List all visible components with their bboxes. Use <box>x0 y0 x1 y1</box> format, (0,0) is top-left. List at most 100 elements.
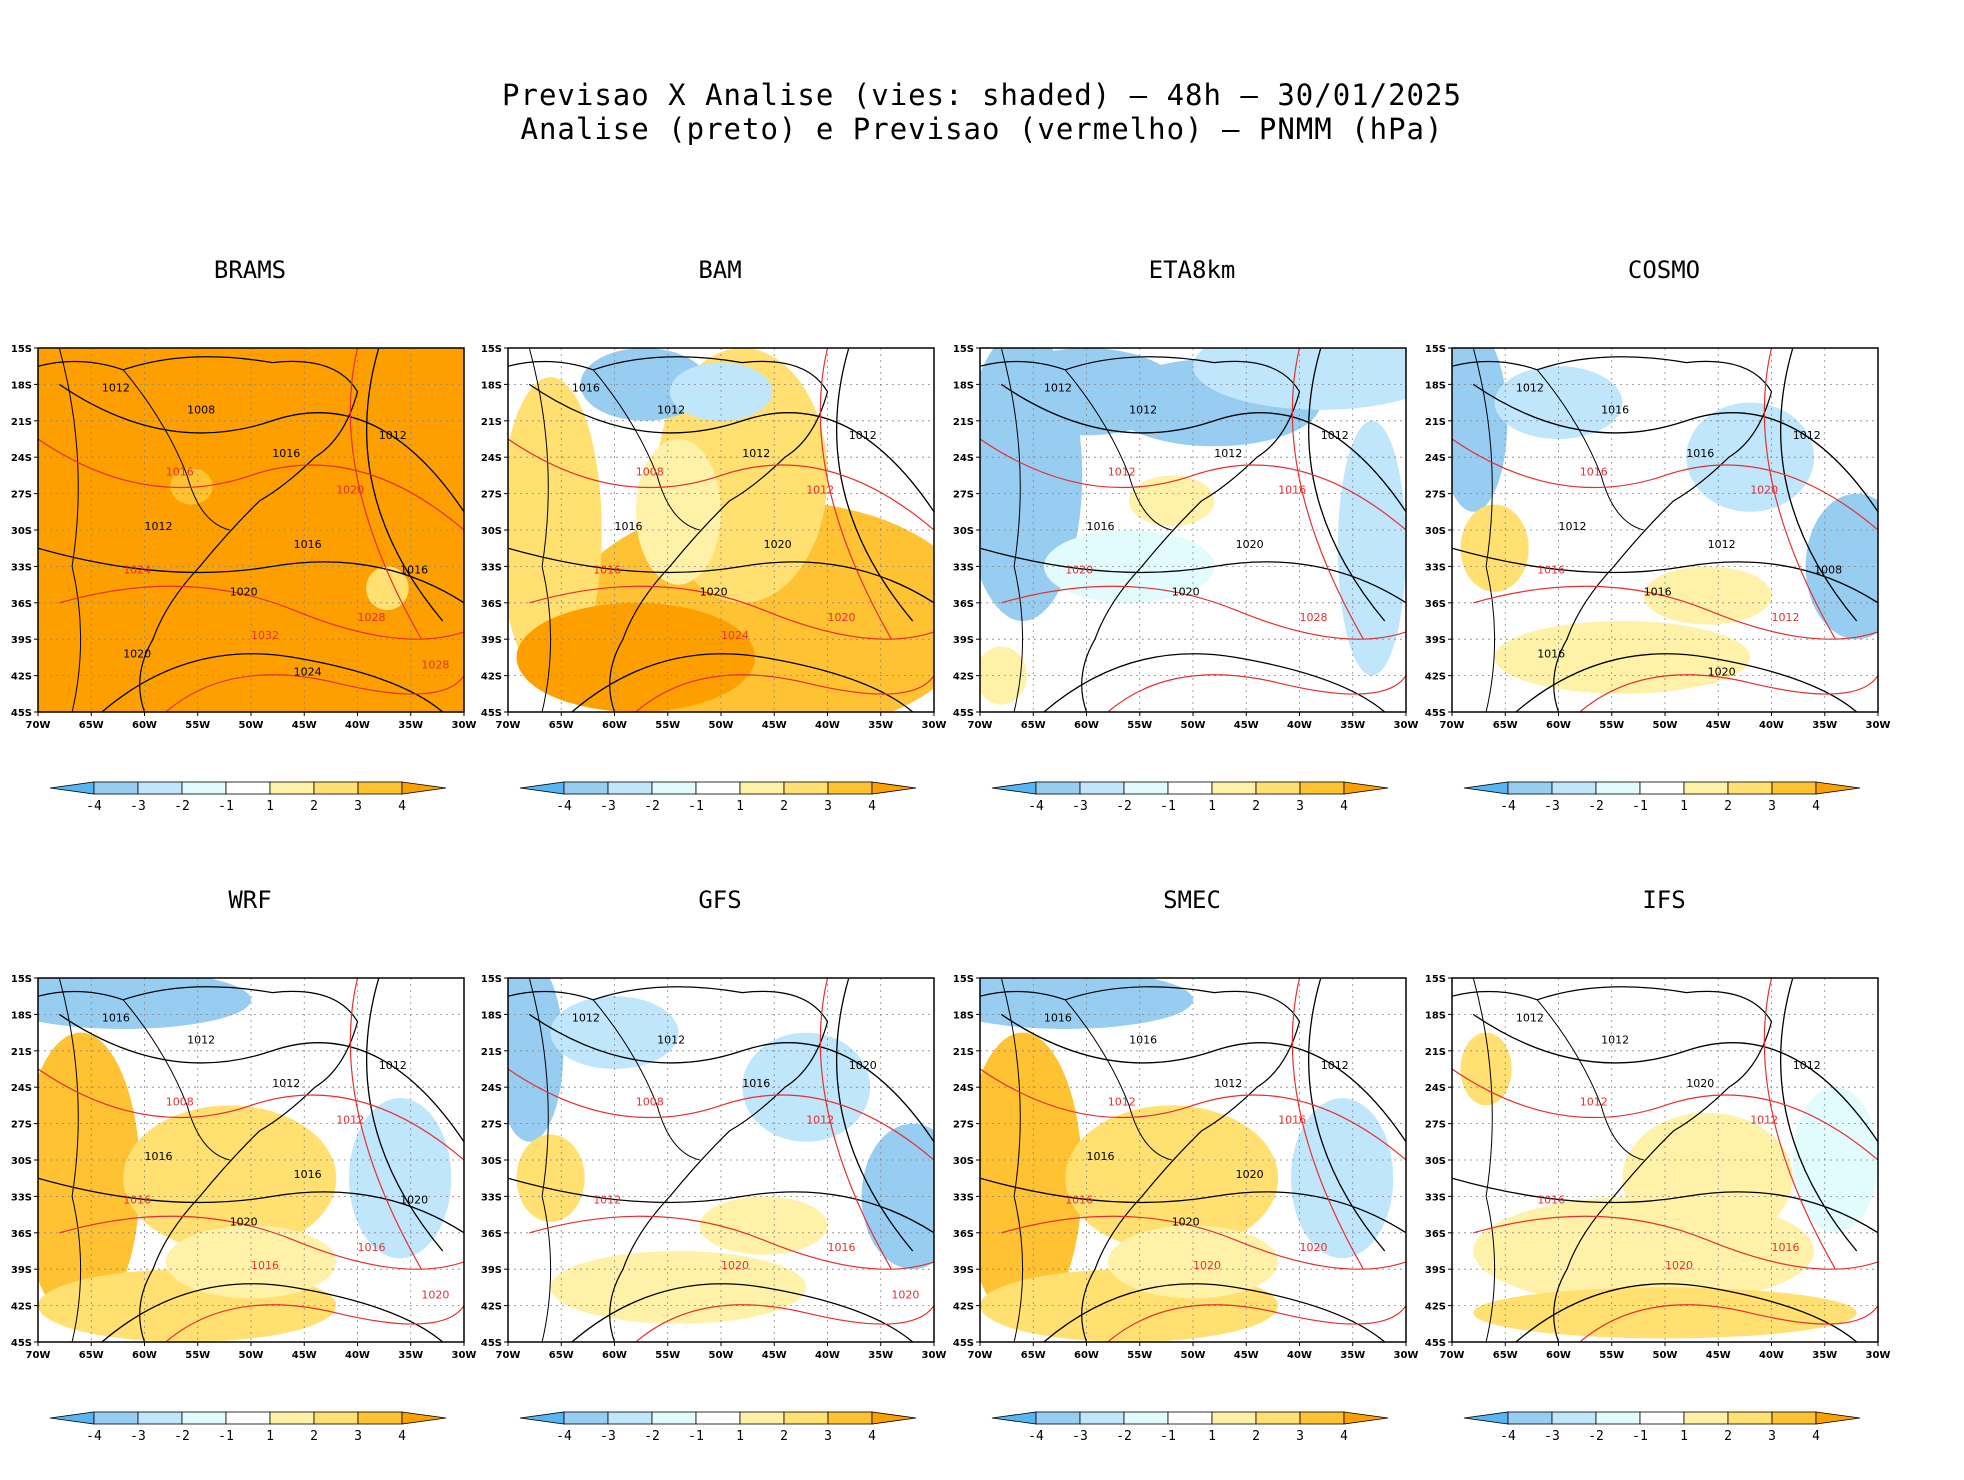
lat-tick-label: 15S <box>1425 974 1446 985</box>
colorbar-label: 1 <box>1208 799 1216 814</box>
colorbar-label: 3 <box>1768 1429 1776 1444</box>
analysis-contour-label: 1012 <box>1321 1059 1349 1072</box>
analysis-isobar <box>528 383 934 513</box>
coastline <box>1452 986 1773 1342</box>
lat-tick-label: 27S <box>481 1120 502 1131</box>
analysis-isobar <box>1307 348 1386 622</box>
colorbar-segment <box>1079 781 1125 795</box>
analysis-contour-label: 1012 <box>1214 1077 1242 1090</box>
map-panel-ifs: IFS 1012 1012 1020 1012 1012 1012 1016 1016 1020 1… <box>1414 886 1891 1480</box>
lon-tick-label: 35W <box>868 720 893 731</box>
analysis-contour-label: 1012 <box>572 1012 600 1025</box>
colorbar-label: 1 <box>1680 1429 1688 1444</box>
lat-tick-label: 18S <box>953 1010 974 1021</box>
colorbar-label: 1 <box>736 1429 744 1444</box>
border-line <box>1536 369 1644 531</box>
border-line <box>1000 348 1024 712</box>
analysis-isobar <box>58 383 464 513</box>
border-line <box>1536 999 1644 1161</box>
forecast-isobar <box>635 674 934 712</box>
colorbar-segment <box>1343 1411 1389 1425</box>
colorbar-label: -4 <box>86 1429 102 1444</box>
lon-tick-label: 65W <box>1493 720 1518 731</box>
analysis-contour-label: 1020 <box>1708 666 1736 679</box>
panel-title: BRAMS <box>213 256 287 284</box>
lon-tick-label: 40W <box>1759 720 1784 731</box>
lat-tick-label: 36S <box>953 1229 974 1240</box>
lon-tick-label: 65W <box>79 1350 104 1361</box>
colorbar-segment <box>991 781 1037 795</box>
analysis-contour-label: 1016 <box>1044 1012 1072 1025</box>
colorbar-segment <box>357 1411 403 1425</box>
bias-shading <box>1792 1087 1878 1233</box>
lon-tick-label: 55W <box>185 720 210 731</box>
border-line <box>1064 999 1172 1161</box>
forecast-isobar <box>1452 438 1878 531</box>
colorbar-segment <box>137 1411 183 1425</box>
colorbar-segment <box>1639 1411 1685 1425</box>
lon-tick-label: 50W <box>239 720 264 731</box>
colorbar-segment <box>519 1411 565 1425</box>
bias-shading <box>170 468 213 505</box>
colorbar-segment <box>401 781 447 795</box>
colorbar-label: 3 <box>354 799 362 814</box>
lat-tick-label: 15S <box>953 974 974 985</box>
forecast-contour-label: 1008 <box>636 1095 664 1108</box>
analysis-contour-label: 1016 <box>572 382 600 395</box>
analysis-isobar <box>1043 653 1386 712</box>
colorbar-label: -3 <box>1072 1429 1088 1444</box>
colorbar-label: -3 <box>1544 799 1560 814</box>
analysis-isobar <box>38 1177 464 1234</box>
lat-tick-label: 36S <box>11 599 32 610</box>
analysis-contour-label: 1012 <box>1044 382 1072 395</box>
lon-tick-label: 65W <box>549 1350 574 1361</box>
colorbar-label: -1 <box>688 799 704 814</box>
bias-shading <box>1643 566 1772 625</box>
coastline <box>1452 356 1773 712</box>
analysis-isobar <box>571 1283 914 1342</box>
colorbar-segment <box>1639 781 1685 795</box>
colorbar-segment <box>1551 1411 1597 1425</box>
lat-tick-label: 24S <box>11 1083 32 1094</box>
lon-tick-label: 65W <box>1021 720 1046 731</box>
forecast-isobar <box>349 348 422 640</box>
analysis-contour-label: 1012 <box>1793 429 1821 442</box>
forecast-isobar <box>980 438 1406 531</box>
lat-tick-label: 30S <box>481 1156 502 1167</box>
colorbar-segment <box>1035 1411 1081 1425</box>
lat-tick-label: 39S <box>481 1265 502 1276</box>
analysis-contour-label: 1012 <box>1516 382 1544 395</box>
lat-tick-label: 42S <box>953 1302 974 1313</box>
colorbar-segment <box>1771 1411 1817 1425</box>
lat-tick-label: 18S <box>1425 380 1446 391</box>
lat-tick-label: 39S <box>953 1265 974 1276</box>
forecast-contour-label: 1016 <box>251 1259 279 1272</box>
bias-shading <box>635 439 721 585</box>
forecast-contour-label: 1012 <box>1772 611 1800 624</box>
lon-tick-label: 30W <box>1866 1350 1891 1361</box>
analysis-contour-label: 1016 <box>1129 1034 1157 1047</box>
colorbar-segment <box>93 781 139 795</box>
lat-tick-label: 45S <box>11 1338 32 1349</box>
colorbar-label: 2 <box>1252 1429 1260 1444</box>
lat-tick-label: 42S <box>953 672 974 683</box>
lon-tick-label: 55W <box>1127 720 1152 731</box>
colorbar-segment <box>1299 1411 1345 1425</box>
analysis-contour-label: 1016 <box>294 538 322 551</box>
analysis-contour-label: 1020 <box>1236 1168 1264 1181</box>
border-line <box>122 999 230 1161</box>
colorbar-segment <box>93 1411 139 1425</box>
panel-title: WRF <box>228 886 272 914</box>
lat-tick-label: 33S <box>1425 562 1446 573</box>
lon-tick-label: 50W <box>1181 1350 1206 1361</box>
lat-tick-label: 24S <box>11 453 32 464</box>
forecast-contour-label: 1016 <box>1065 1194 1093 1207</box>
forecast-isobar <box>1473 585 1878 640</box>
analysis-contour-label: 1012 <box>1793 1059 1821 1072</box>
bias-shading <box>861 1123 934 1270</box>
colorbar-segment <box>1211 1411 1257 1425</box>
colorbar-segment <box>313 781 359 795</box>
colorbar-label: 4 <box>868 799 876 814</box>
lon-tick-label: 50W <box>709 720 734 731</box>
forecast-contour-label: 1024 <box>123 564 151 577</box>
